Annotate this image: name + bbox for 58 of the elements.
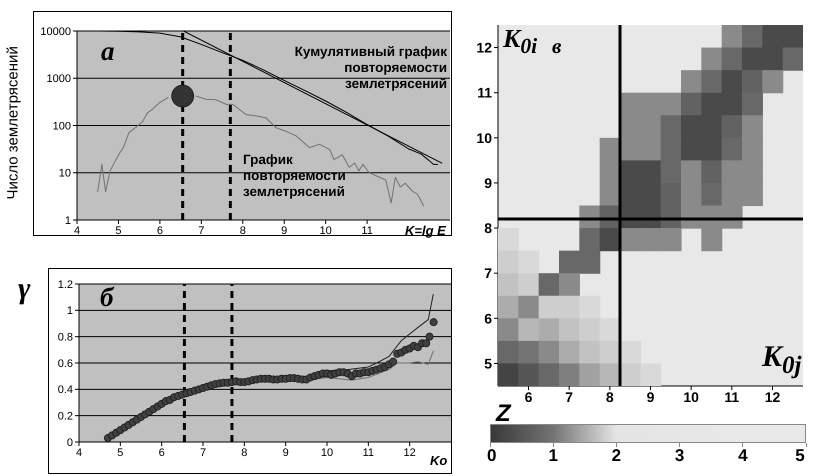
x-tick-label: 10 (320, 224, 332, 237)
y-tick-label: 9 (484, 174, 492, 191)
y-tick-label: 1000 (46, 73, 71, 86)
x-axis-title: K=lg E (405, 223, 446, 238)
y-tick-label: 0.6 (58, 358, 73, 370)
y-tick-label: 0 (66, 436, 73, 449)
color-bar-label: 2 (610, 446, 622, 466)
x-tick-label: 7 (565, 388, 574, 405)
annotation: Кумулятивный график повторяемости землетрясений (294, 44, 447, 92)
annotation: K$_{0j}$ (762, 340, 802, 380)
y-tick-label: 1.2 (58, 278, 73, 291)
x-tick-label: 7 (198, 224, 204, 237)
x-tick-label: 11 (724, 388, 740, 405)
x-tick-label: 6 (158, 446, 165, 459)
y-tick-label: 0.8 (58, 332, 73, 344)
x-tick-label: 11 (361, 224, 373, 237)
y-tick-label: 10 (58, 168, 71, 180)
annotation: б (100, 282, 114, 313)
x-tick-label: 8 (240, 224, 246, 237)
y-tick-label: 10000 (40, 26, 71, 38)
x-tick-label: 9 (646, 388, 655, 405)
x-tick-label: 9 (282, 446, 289, 459)
y-tick-label: 0.4 (58, 384, 73, 396)
y-axis-title: γ (18, 272, 30, 306)
color-bar-label: 3 (674, 446, 686, 466)
y-tick-label: 100 (52, 120, 71, 132)
x-tick-label: 6 (524, 388, 533, 405)
x-tick-label: 4 (74, 224, 80, 237)
y-tick-label: 0.2 (58, 410, 73, 423)
y-tick-label: 5 (484, 355, 492, 372)
x-tick-label: 12 (764, 388, 780, 405)
x-axis-title: Ko (430, 453, 448, 468)
x-tick-label: 7 (200, 446, 206, 459)
x-tick-label: 8 (241, 446, 248, 459)
x-tick-label: 5 (115, 224, 122, 237)
x-tick-label: 10 (320, 446, 334, 459)
y-axis-title: Число землетрясений (4, 46, 22, 200)
y-tick-label: 1 (64, 214, 71, 227)
y-tick-label: 12 (476, 40, 492, 56)
y-tick-label: 11 (477, 84, 492, 101)
x-tick-label: 6 (156, 224, 163, 237)
color-bar-title: Z (496, 400, 511, 428)
annotation: K$_{0i}$ (503, 24, 538, 60)
x-tick-label: 12 (404, 446, 416, 459)
annotation: а (101, 36, 114, 67)
x-tick-label: 5 (117, 446, 124, 459)
x-tick-label: 11 (362, 446, 374, 459)
y-tick-label: 10 (476, 130, 492, 146)
annotation: График повторяемости землетрясений (243, 152, 347, 200)
annotation: в (552, 34, 562, 59)
y-tick-label: 1 (66, 305, 73, 318)
color-bar-label: 1 (547, 446, 559, 466)
y-tick-label: 7 (484, 265, 492, 282)
x-tick-label: 10 (683, 388, 700, 405)
y-tick-label: 6 (484, 310, 492, 326)
x-tick-label: 9 (281, 224, 288, 237)
x-tick-label: 8 (606, 388, 614, 405)
x-tick-label: 4 (76, 446, 82, 459)
